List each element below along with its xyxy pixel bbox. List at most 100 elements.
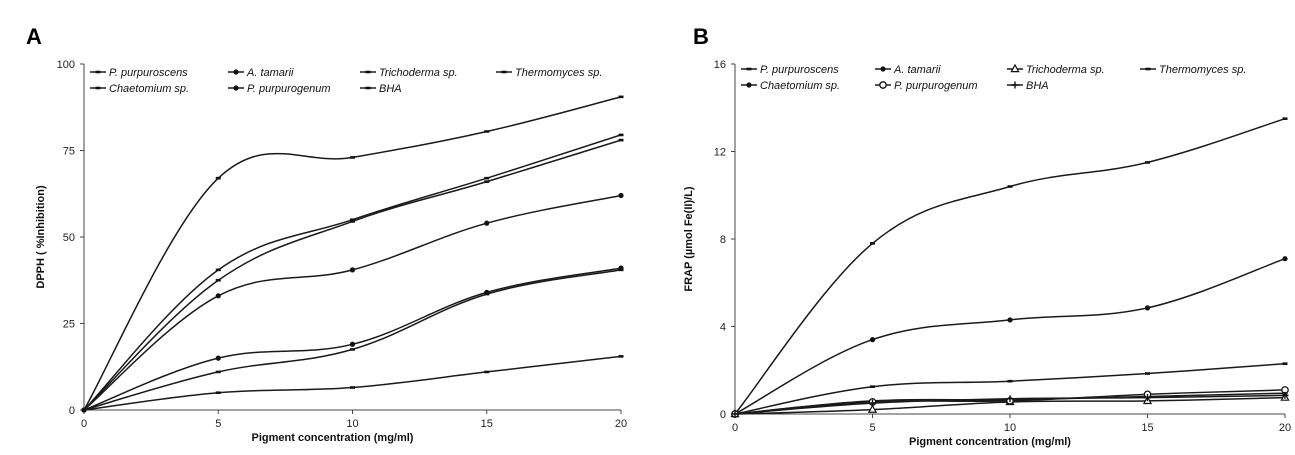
x-tick-label: 15 [481,418,493,430]
data-point [350,386,355,389]
data-point [81,408,87,412]
legend-label: P. purpurogenum [247,83,331,95]
data-point [618,95,624,99]
x-axis-label: Pigment concentration (mg/ml) [252,432,414,444]
series-6 [81,265,624,413]
legend-label: Thermomyces sp. [515,67,602,79]
data-point [349,267,356,273]
y-tick-label: 75 [63,146,75,158]
data-point [215,370,221,374]
data-point [484,220,490,226]
data-point [870,242,875,245]
legend: P. purpuroscens A. tamarii Trichoderma sp.… [90,67,602,95]
x-tick-label: 5 [869,422,875,434]
legend-item: Chaetomium sp. [741,80,840,92]
data-point [618,355,624,358]
y-tick-label: 8 [720,234,726,246]
legend-label: P. purpuroscens [109,67,188,79]
legend-item: Chaetomium sp. [90,83,189,95]
series-line [734,117,1286,415]
legend-item: P. purpurogenum [875,80,978,92]
data-point [350,348,355,351]
y-tick-label: 12 [714,147,726,159]
series-3 [81,268,624,412]
data-point [618,133,624,137]
data-point [215,176,221,180]
data-point [484,176,490,180]
series-line [83,194,622,411]
data-point [484,370,490,374]
legend-label: A. tamarii [246,67,294,79]
series-line [83,134,622,411]
y-tick-label: 0 [720,409,726,421]
data-point [215,268,221,272]
legend-item: Trichoderma sp. [1007,63,1105,76]
data-point [1281,391,1289,399]
x-tick-label: 20 [1279,422,1291,434]
y-tick-label: 4 [720,322,726,334]
legend-marker [879,81,887,89]
legend-marker [1145,67,1151,71]
panel-label: A [26,24,42,49]
legend-marker [233,85,239,91]
data-point [869,399,876,407]
data-point [870,385,875,388]
x-tick-label: 15 [1141,422,1153,434]
legend-label: Trichoderma sp. [1026,64,1105,76]
x-axis-label: Pigment concentration (mg/ml) [909,436,1071,448]
data-point [215,278,221,282]
legend-item: P. purpuroscens [90,67,188,79]
panel-label: B [693,24,709,49]
legend-label: Chaetomium sp. [109,83,189,95]
data-point [215,355,221,361]
chart-panel-b: B 0 4 8 12 16 0 5 10 15 20 Pigment concentration (m… [683,24,1291,448]
data-point [484,180,490,183]
legend-label: Chaetomium sp. [760,80,840,92]
x-tick-label: 20 [615,418,627,430]
legend-marker [1010,63,1020,73]
y-tick-label: 0 [69,405,75,417]
x-tick-label: 10 [346,418,358,430]
data-point [1144,394,1151,402]
data-point [1282,362,1288,365]
data-point [1007,379,1013,383]
y-axis-label: DPPH ( %Inhibition) [35,185,47,289]
data-point [1145,161,1150,164]
series-2 [81,192,624,413]
legend-label: BHA [379,83,402,95]
legend: P. purpuroscens A. tamarii Trichoderma sp.… [741,63,1246,92]
series-line [83,269,622,411]
legend-item: P. purpuroscens [741,64,839,76]
data-point [350,156,355,159]
legend-item: Thermomyces sp. [496,67,602,79]
data-point [1144,305,1151,311]
x-tick-label: 10 [1004,422,1016,434]
data-point [869,337,876,343]
x-tick-label: 5 [215,418,221,430]
data-point [867,404,878,413]
legend-item: A. tamarii [228,67,294,79]
series-5 [732,256,1288,417]
legend-marker [233,69,239,75]
data-point [215,293,221,299]
data-point [1007,317,1013,323]
y-tick-label: 16 [714,59,726,71]
series-7 [731,391,1289,418]
data-point [484,130,490,133]
legend-label: BHA [1026,80,1049,92]
y-tick-label: 25 [63,319,75,331]
legend-marker [95,70,101,74]
data-point [484,289,490,295]
legend-marker [746,67,752,71]
data-point [618,138,624,142]
legend-item: Trichoderma sp. [360,67,458,79]
series-line [83,355,622,411]
series-1 [732,117,1288,416]
y-tick-label: 100 [57,59,75,71]
data-point [618,192,624,199]
legend-item: Thermomyces sp. [1140,64,1246,76]
x-tick-label: 0 [732,422,738,434]
series-line [734,257,1286,415]
series-line [83,96,622,411]
y-axis-label: FRAP (µmol Fe(II)/L) [683,186,695,291]
